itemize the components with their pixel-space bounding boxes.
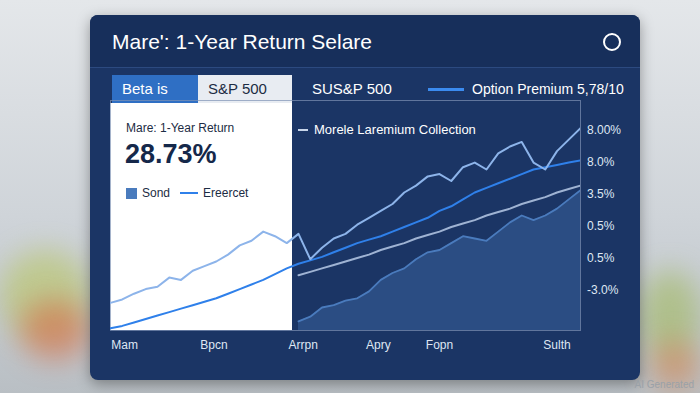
html-text:28.73%: 28.73%: [125, 139, 217, 169]
html-text:S&P 500: S&P 500: [208, 80, 267, 97]
svg-text:Fopn: Fopn: [426, 338, 453, 352]
html-text:8.00%: 8.00%: [587, 123, 621, 137]
html-text:Beta is: Beta is: [122, 80, 168, 97]
html-text:Ereercet: Ereercet: [203, 186, 249, 200]
html-text:Morele Laremium Collection: Morele Laremium Collection: [314, 122, 476, 137]
svg-text:Mam: Mam: [111, 338, 138, 352]
html-text:Mare: 1-Year Return: Mare: 1-Year Return: [126, 121, 235, 135]
html-text:SUS&P 500: SUS&P 500: [312, 80, 392, 97]
html-text:0.5%: 0.5%: [587, 219, 615, 233]
svg-text:Sulth: Sulth: [543, 338, 570, 352]
html-text:8.0%: 8.0%: [587, 155, 615, 169]
html-text:0.5%: 0.5%: [587, 251, 615, 265]
html-text:-3.0%: -3.0%: [587, 283, 619, 297]
html-text:Mare': 1-Year Return Selare: Mare': 1-Year Return Selare: [112, 30, 372, 53]
svg-text:Bpcn: Bpcn: [200, 338, 227, 352]
html-text:Option Premium 5,78/10: Option Premium 5,78/10: [472, 81, 624, 97]
html-text:Sond: Sond: [142, 186, 170, 200]
html-text:3.5%: 3.5%: [587, 187, 615, 201]
html-text:AI Generated: AI Generated: [634, 379, 694, 390]
svg-text:Arrpn: Arrpn: [289, 338, 318, 352]
svg-text:Apry: Apry: [366, 338, 391, 352]
